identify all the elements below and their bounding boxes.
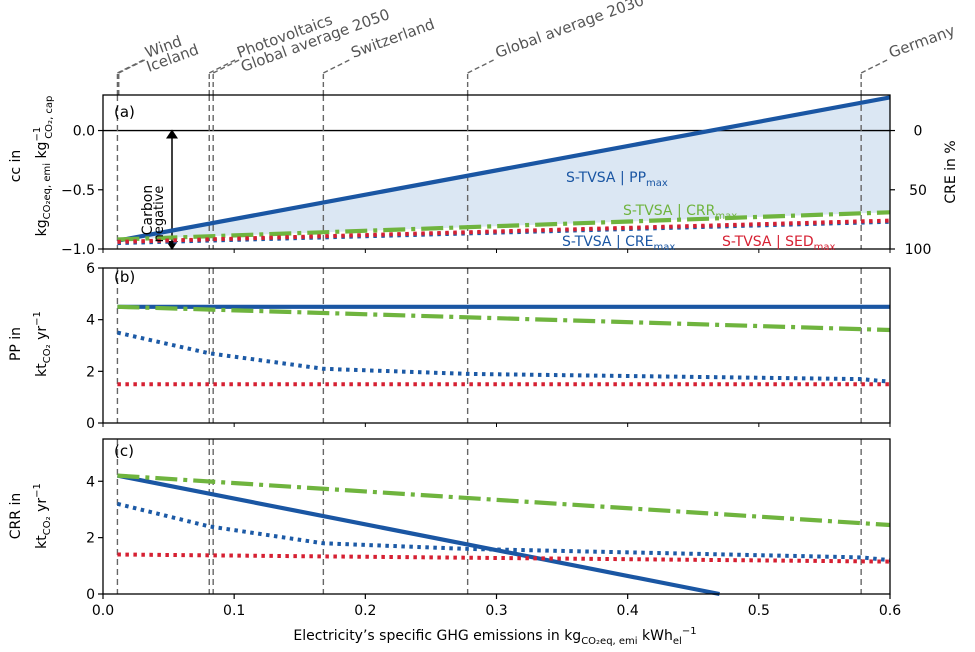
y-tick-label: 2: [86, 364, 95, 380]
panel-a-label: (a): [114, 103, 135, 121]
svg-text:ktCO₂ yr−1: ktCO₂ yr−1: [32, 483, 53, 549]
panel-b-ylabel: PP in ktCO₂ yr−1: [8, 311, 53, 377]
y-tick-label: −0.5: [61, 183, 95, 199]
series-line-s-tvsa-sed: [117, 218, 891, 244]
y-tick-label: 0: [86, 587, 95, 603]
svg-text:CRR in: CRR in: [8, 493, 24, 539]
reference-label: Germany: [886, 21, 957, 62]
x-tick-label: 0.1: [223, 603, 245, 619]
y2-tick-label: 50: [909, 183, 927, 199]
reference-connector: [860, 59, 888, 74]
y2-tick-label: 0: [914, 124, 923, 140]
reference-connector: [118, 59, 146, 74]
annotation-cre: S-TVSA | CREmax: [562, 234, 675, 253]
series-line-sed: [117, 552, 891, 564]
reference-label-group: Germany: [860, 21, 957, 95]
y-tick-label: 0.0: [73, 124, 95, 140]
panel-2: 0 2 4 6: [86, 261, 891, 432]
panel-c-ylabel: CRR in ktCO₂ yr−1: [8, 483, 53, 549]
series-line-cre: [116, 330, 891, 384]
y-tick-label: 6: [86, 261, 95, 277]
x-axis-label: Electricity’s specific GHG emissions in …: [293, 626, 696, 647]
panel-a-y2label: CRE in %: [943, 140, 959, 203]
panel-1: −1.0 −0.5 0.0 0 50 100: [61, 94, 932, 258]
reference-label: Global average 2030: [493, 0, 647, 62]
carbon-negative-label-2: negative: [152, 186, 167, 243]
x-tick-label: 0.2: [354, 603, 376, 619]
annotation-sed: S-TVSA | SEDmax: [722, 234, 836, 253]
reference-connector: [467, 59, 494, 74]
x-tick-label: 0.6: [879, 603, 901, 619]
svg-text:ktCO₂ yr−1: ktCO₂ yr−1: [32, 311, 53, 377]
series-line-cre: [116, 501, 891, 563]
reference-label-group: Global average 2030: [466, 0, 647, 95]
x-tick-label: 0.3: [485, 603, 507, 619]
svg-text:PP in: PP in: [8, 327, 24, 361]
panel-frame: [102, 267, 891, 424]
reference-connector: [212, 59, 240, 74]
x-tick-label: 0.0: [92, 603, 114, 619]
annotation-pp: S-TVSA | PPmax: [566, 170, 668, 189]
reference-connector: [323, 59, 350, 74]
series-line-s-tvsa-crr: [117, 210, 891, 242]
y-tick-label: 0: [86, 416, 95, 432]
y-tick-label: 4: [86, 313, 95, 329]
series-line-pp: [116, 473, 720, 597]
panel-c-label: (c): [114, 442, 134, 460]
x-tick-label: 0.5: [748, 603, 770, 619]
series-line-crr: [117, 304, 891, 333]
series-line-s-tvsa-pp: [117, 95, 891, 243]
svg-text:cc in: cc in: [8, 150, 24, 183]
y-tick-label: −1.0: [61, 242, 95, 258]
x-tick-label: 0.4: [617, 603, 639, 619]
annotation-crr: S-TVSA | CRRmax: [623, 203, 737, 222]
panel-3: 0 2 4 0.0 0.1 0.2 0.3 0.4 0.5 0.6: [86, 438, 901, 619]
series-line-crr: [117, 473, 891, 528]
svg-text:kgCO₂eq, emi kg−1CO₂, cap: kgCO₂eq, emi kg−1CO₂, cap: [32, 96, 55, 237]
reference-connector: [208, 59, 236, 74]
panel-a-ylabel: cc in kgCO₂eq, emi kg−1CO₂, cap: [8, 96, 55, 237]
arrow-head-up: [166, 129, 178, 139]
y-tick-label: 2: [86, 531, 95, 547]
y-tick-label: 4: [86, 474, 95, 490]
panel-b-label: (b): [114, 268, 135, 286]
y2-tick-label: 100: [905, 242, 932, 258]
carbon-negative-label-1: Carbon: [140, 185, 156, 235]
